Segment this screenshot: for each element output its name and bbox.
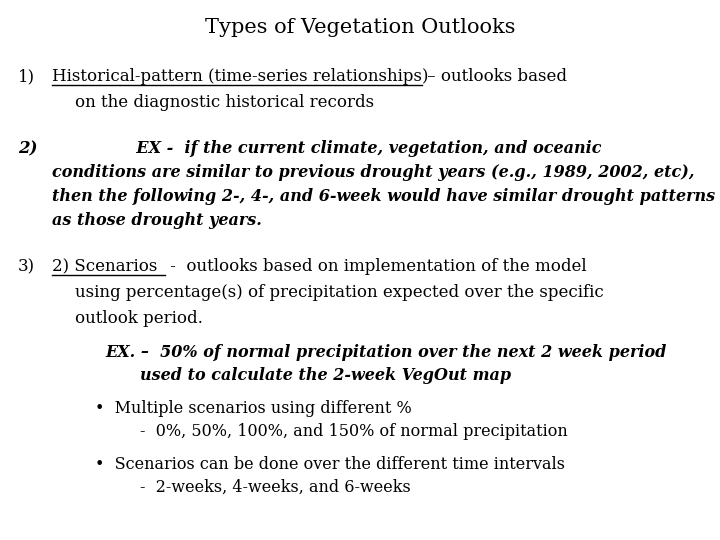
Text: 1): 1) — [18, 68, 35, 85]
Text: Historical-pattern (time-series relationships): Historical-pattern (time-series relation… — [52, 68, 428, 85]
Text: then the following 2-, 4-, and 6-week would have similar drought patterns: then the following 2-, 4-, and 6-week wo… — [52, 188, 715, 205]
Text: 2) Scenarios: 2) Scenarios — [52, 258, 158, 275]
Text: on the diagnostic historical records: on the diagnostic historical records — [75, 94, 374, 111]
Text: – outlooks based: – outlooks based — [422, 68, 567, 85]
Text: Types of Vegetation Outlooks: Types of Vegetation Outlooks — [204, 18, 516, 37]
Text: as those drought years.: as those drought years. — [52, 212, 262, 229]
Text: EX. –  50% of normal precipitation over the next 2 week period: EX. – 50% of normal precipitation over t… — [105, 344, 667, 361]
Text: EX -  if the current climate, vegetation, and oceanic: EX - if the current climate, vegetation,… — [52, 140, 601, 157]
Text: •  Scenarios can be done over the different time intervals: • Scenarios can be done over the differe… — [95, 456, 565, 473]
Text: used to calculate the 2-week VegOut map: used to calculate the 2-week VegOut map — [140, 367, 511, 384]
Text: using percentage(s) of precipitation expected over the specific: using percentage(s) of precipitation exp… — [75, 284, 604, 301]
Text: outlook period.: outlook period. — [75, 310, 203, 327]
Text: -  0%, 50%, 100%, and 150% of normal precipitation: - 0%, 50%, 100%, and 150% of normal prec… — [140, 423, 568, 440]
Text: conditions are similar to previous drought years (e.g., 1989, 2002, etc),: conditions are similar to previous droug… — [52, 164, 695, 181]
Text: •  Multiple scenarios using different %: • Multiple scenarios using different % — [95, 400, 412, 417]
Text: 3): 3) — [18, 258, 35, 275]
Text: 2): 2) — [18, 140, 37, 157]
Text: -  outlooks based on implementation of the model: - outlooks based on implementation of th… — [165, 258, 587, 275]
Text: -  2-weeks, 4-weeks, and 6-weeks: - 2-weeks, 4-weeks, and 6-weeks — [140, 479, 410, 496]
